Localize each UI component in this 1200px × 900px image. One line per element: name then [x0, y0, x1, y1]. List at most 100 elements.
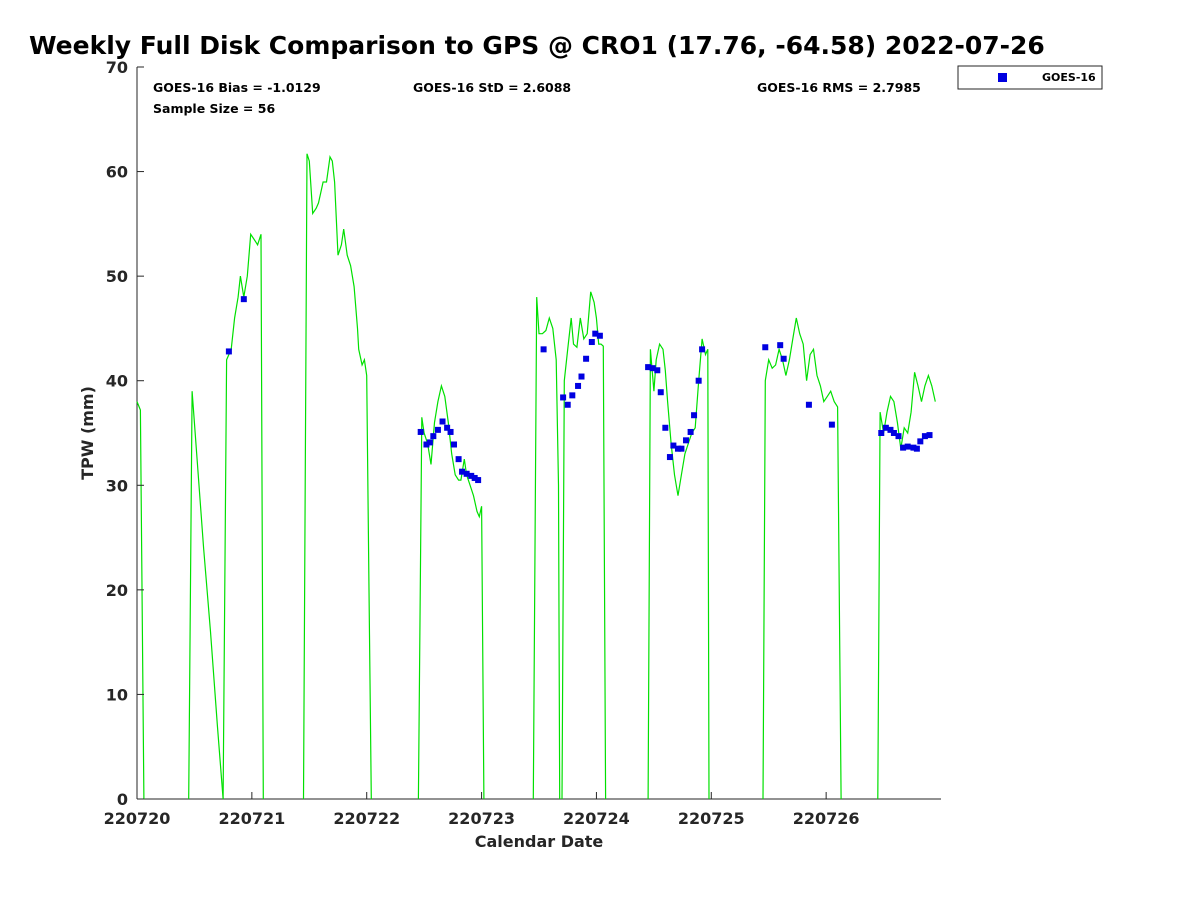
- goes-16-point: [882, 424, 889, 431]
- goes-16-point: [459, 468, 466, 475]
- x-tick-label: 220721: [218, 809, 285, 828]
- goes-16-point: [569, 392, 576, 399]
- goes-16-point: [423, 441, 430, 448]
- goes-16-point: [777, 342, 784, 349]
- goes-16-point: [575, 382, 582, 389]
- goes-16-point: [900, 444, 907, 451]
- goes-16-point: [910, 444, 917, 451]
- goes-16-point: [583, 355, 590, 362]
- goes-16-series: [225, 296, 933, 484]
- goes-16-point: [654, 367, 661, 374]
- goes-16-point: [240, 296, 247, 303]
- goes-16-point: [666, 454, 673, 461]
- bias-stat: GOES-16 Bias = -1.0129: [153, 80, 321, 95]
- legend: GOES-16: [957, 65, 1103, 90]
- y-tick-label: 10: [106, 685, 128, 704]
- y-axis-label: TPW (mm): [78, 386, 97, 480]
- goes-16-point: [917, 438, 924, 445]
- goes-16-point: [695, 377, 702, 384]
- goes-16-point: [805, 401, 812, 408]
- goes-16-point: [657, 389, 664, 396]
- x-tick-label: 220726: [793, 809, 860, 828]
- goes-16-point: [596, 332, 603, 339]
- std-stat: GOES-16 StD = 2.6088: [413, 80, 571, 95]
- goes-16-point: [475, 477, 482, 484]
- goes-16-point: [468, 472, 475, 479]
- x-tick-label: 220724: [563, 809, 630, 828]
- goes-16-point: [463, 470, 470, 477]
- y-tick-label: 30: [106, 476, 128, 495]
- y-tick-label: 60: [106, 163, 128, 182]
- gps-series: [136, 153, 936, 800]
- goes-16-point: [662, 424, 669, 431]
- chart-title: Weekly Full Disk Comparison to GPS @ CRO…: [29, 31, 1045, 60]
- gps-line-segment: [222, 232, 264, 800]
- gps-line-segment: [417, 383, 485, 800]
- legend-label-goes-16: GOES-16: [1042, 71, 1096, 84]
- goes-16-point: [540, 346, 547, 353]
- goes-16-point: [691, 412, 698, 419]
- plot-area: 220720 220721 220722 220723 220724 220725 2207…: [104, 58, 941, 828]
- goes-16-point: [471, 474, 478, 481]
- goes-16-point: [439, 418, 446, 425]
- x-tick-label: 220723: [448, 809, 515, 828]
- gps-line-segment: [561, 291, 607, 800]
- gps-line-segment: [188, 391, 224, 800]
- goes-16-point: [447, 428, 454, 435]
- goes-16-point: [560, 394, 567, 401]
- goes-16-point: [645, 364, 652, 371]
- rms-stat: GOES-16 RMS = 2.7985: [757, 80, 921, 95]
- y-ticks: 0 10 20 30 40 50 60 70: [106, 58, 144, 809]
- goes-16-point: [895, 433, 902, 440]
- x-tick-label: 220725: [678, 809, 745, 828]
- goes-16-point: [592, 330, 599, 337]
- goes-16-point: [670, 442, 677, 449]
- goes-16-point: [564, 401, 571, 408]
- y-tick-label: 20: [106, 581, 128, 600]
- goes-16-point: [426, 439, 433, 446]
- goes-16-point: [913, 445, 920, 452]
- goes-16-point: [687, 428, 694, 435]
- goes-16-point: [434, 426, 441, 433]
- goes-16-point: [683, 437, 690, 444]
- legend-marker-goes-16: [998, 73, 1007, 82]
- legend-box: [957, 65, 1103, 90]
- goes-16-point: [578, 373, 585, 380]
- goes-16-point: [878, 430, 885, 436]
- y-tick-label: 40: [106, 372, 128, 391]
- goes-16-point: [430, 433, 437, 440]
- goes-16-point: [451, 441, 458, 448]
- x-axis-label: Calendar Date: [475, 832, 604, 851]
- goes-16-point: [444, 424, 451, 431]
- goes-16-point: [904, 443, 911, 450]
- goes-16-point: [890, 430, 897, 436]
- gps-line-segment: [136, 401, 145, 800]
- goes-16-point: [921, 433, 928, 440]
- x-ticks: 220720 220721 220722 220723 220724 220725 2207…: [104, 792, 860, 828]
- gps-line-segment: [877, 372, 936, 800]
- goes-16-point: [926, 432, 933, 439]
- gps-line-segment: [647, 338, 710, 800]
- goes-16-point: [678, 445, 685, 452]
- sample-size-stat: Sample Size = 56: [153, 101, 275, 116]
- goes-16-point: [588, 339, 595, 346]
- gps-line-segment: [532, 297, 561, 800]
- goes-16-point: [887, 426, 894, 433]
- y-tick-label: 0: [117, 790, 128, 809]
- goes-16-point: [828, 421, 835, 428]
- goes-16-point: [780, 355, 787, 362]
- y-tick-label: 50: [106, 267, 128, 286]
- goes-16-point: [225, 348, 232, 355]
- goes-16-point: [417, 428, 424, 435]
- goes-16-point: [674, 445, 681, 452]
- goes-16-point: [699, 346, 706, 353]
- gps-line-segment: [762, 317, 842, 800]
- goes-16-point: [649, 365, 656, 372]
- gps-line-segment: [302, 153, 372, 800]
- x-tick-label: 220720: [104, 809, 171, 828]
- x-tick-label: 220722: [333, 809, 400, 828]
- y-tick-label: 70: [106, 58, 128, 77]
- goes-16-point: [762, 344, 769, 351]
- goes-16-point: [455, 456, 462, 463]
